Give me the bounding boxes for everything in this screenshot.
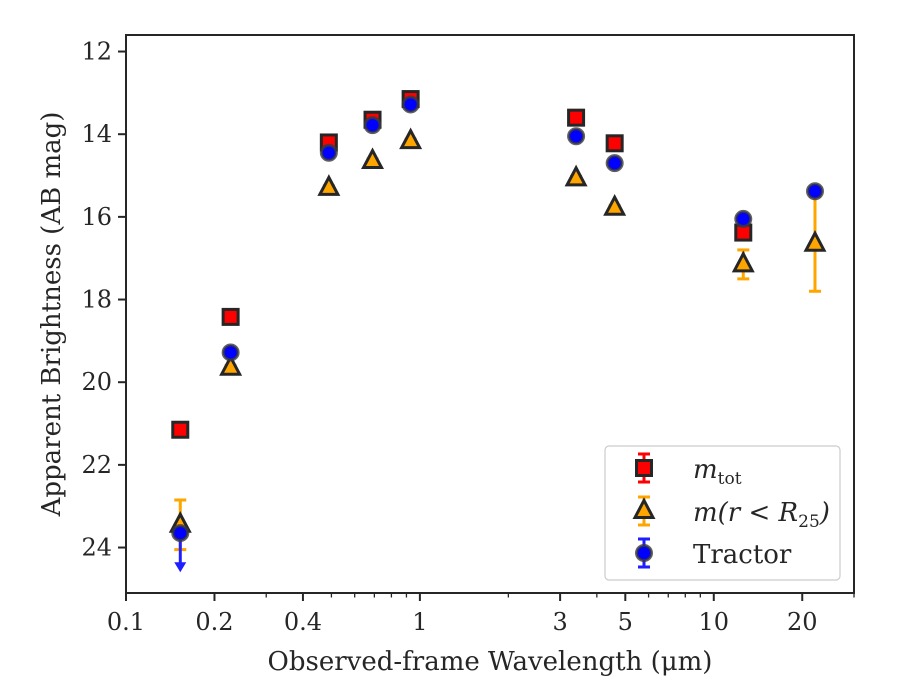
legend-label-mtot: mtot xyxy=(693,455,742,489)
legend-marker-mtot xyxy=(635,452,653,484)
point-mr25 xyxy=(317,174,341,196)
series-tractor xyxy=(171,95,824,573)
upper-limit-arrowhead xyxy=(174,562,187,573)
x-tick-label: 20 xyxy=(787,608,818,636)
y-tick-label: 22 xyxy=(81,451,112,479)
point-mr25 xyxy=(399,127,423,150)
y-tick-label: 12 xyxy=(81,38,112,66)
y-tick-label: 14 xyxy=(81,120,112,148)
point-mtot xyxy=(221,307,240,326)
y-tick-label: 20 xyxy=(81,368,112,396)
legend-symbol-mr25 xyxy=(632,497,656,519)
x-tick-label: 10 xyxy=(699,608,730,636)
x-tick-label: 0.2 xyxy=(195,608,233,636)
point-tractor xyxy=(567,127,586,146)
legend-label-tractor: Tractor xyxy=(693,540,792,570)
y-tick-label: 18 xyxy=(81,286,112,314)
point-tractor xyxy=(605,154,624,173)
y-tick-label: 24 xyxy=(81,534,112,562)
x-tick-label: 1 xyxy=(412,608,427,636)
y-axis-title: Apparent Brightness (AB mag) xyxy=(37,112,67,518)
plot-frame xyxy=(125,34,855,594)
point-tractor xyxy=(319,143,338,162)
point-tractor xyxy=(734,209,753,228)
legend-box xyxy=(604,445,841,581)
point-tractor xyxy=(401,95,420,114)
point-tractor xyxy=(363,116,382,135)
legend-symbol-mtot xyxy=(635,459,653,477)
axis-ticks: 0.1 0.2 0.4 1 3 5 10 20 12 14 16 18 20 22 24 xyxy=(81,38,855,636)
point-mr25 xyxy=(731,250,755,273)
point-mtot xyxy=(171,420,190,439)
x-tick-label: 0.4 xyxy=(284,608,322,636)
point-mr25 xyxy=(361,147,385,170)
point-tractor xyxy=(805,182,824,201)
point-mtot xyxy=(605,134,624,153)
x-tick-label: 0.1 xyxy=(107,608,145,636)
legend-symbol-tractor xyxy=(635,544,653,562)
x-tick-label: 5 xyxy=(618,608,633,636)
legend-marker-mr25 xyxy=(632,495,656,527)
point-tractor xyxy=(221,343,240,362)
data-marks xyxy=(168,90,827,573)
point-mtot xyxy=(567,108,586,127)
legend-markers xyxy=(632,452,656,569)
x-tick-label: 3 xyxy=(552,608,567,636)
point-mr25 xyxy=(603,194,627,216)
legend: mtot m(r < R25) Tractor xyxy=(604,445,841,581)
point-mr25 xyxy=(564,164,588,187)
point-mr25 xyxy=(803,229,827,252)
legend-label-mr25: m(r < R25) xyxy=(693,498,830,532)
legend-marker-tractor xyxy=(635,537,653,569)
y-tick-label: 16 xyxy=(81,203,112,231)
point-tractor xyxy=(171,524,190,543)
point-mr25 xyxy=(219,353,243,376)
x-axis-title: Observed-frame Wavelength (μm) xyxy=(268,647,713,677)
